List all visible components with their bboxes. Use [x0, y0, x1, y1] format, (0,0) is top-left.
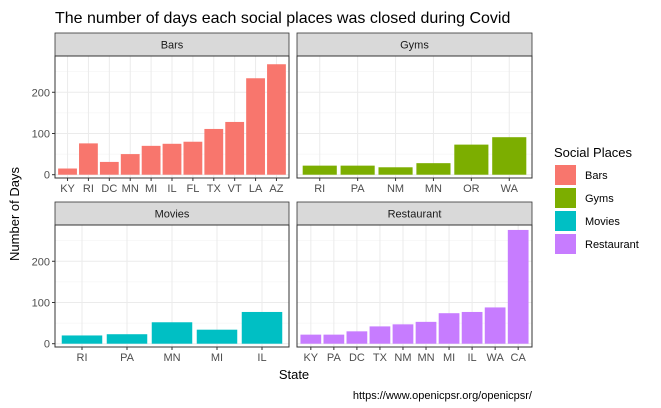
- facet-gyms: Gyms RI PA NM MN OR WA: [296, 32, 533, 195]
- x-tick-label: CA: [511, 352, 527, 364]
- x-tick-label: TX: [207, 183, 222, 195]
- x-tick-label: NM: [394, 352, 411, 364]
- bar-restaurant-tx: [369, 326, 391, 344]
- x-tick-label: MN: [425, 183, 442, 195]
- x-tick-label: RI: [77, 352, 88, 364]
- x-tick-label: MN: [163, 352, 180, 364]
- facet-restaurant: Restaurant KY PA DC TX NM MN MI IL WA CA: [296, 201, 533, 364]
- x-tick-label: LA: [249, 183, 263, 195]
- facet-strip-label: Gyms: [400, 40, 429, 52]
- facet-strip-label: Movies: [155, 209, 190, 221]
- legend-label-restaurant: Restaurant: [585, 239, 639, 251]
- bar-restaurant-mi: [438, 313, 460, 344]
- bar-gyms-mn: [416, 163, 451, 175]
- bar-restaurant-il: [461, 311, 483, 344]
- legend-swatch-movies: [555, 211, 576, 231]
- bar-bars-ky: [58, 168, 77, 175]
- x-tick-label: PA: [327, 352, 342, 364]
- x-tick-label: MI: [145, 183, 157, 195]
- bar-bars-il: [162, 143, 182, 175]
- bar-movies-il: [241, 311, 283, 344]
- x-tick-label: MN: [122, 183, 139, 195]
- legend-label-movies: Movies: [585, 216, 620, 228]
- x-tick-label: FL: [186, 183, 199, 195]
- bar-movies-mi: [196, 329, 238, 344]
- x-tick-label: RI: [314, 183, 325, 195]
- bar-movies-mn: [151, 322, 193, 344]
- bar-gyms-ri: [302, 165, 337, 175]
- y-tick-label: 0: [44, 339, 50, 351]
- x-tick-label: NM: [387, 183, 404, 195]
- bar-bars-fl: [183, 141, 203, 175]
- x-tick-label: RI: [83, 183, 94, 195]
- x-tick-label: VT: [228, 183, 242, 195]
- bar-gyms-pa: [340, 165, 375, 175]
- y-axis-title: Number of Days: [7, 167, 22, 261]
- x-tick-label: MN: [417, 352, 434, 364]
- bar-movies-ri: [61, 335, 103, 344]
- x-tick-label: WA: [501, 183, 519, 195]
- bar-bars-la: [246, 78, 265, 175]
- x-tick-label: MI: [211, 352, 223, 364]
- bar-gyms-wa: [492, 137, 527, 175]
- x-tick-label: PA: [120, 352, 135, 364]
- chart-title: The number of days each social places wa…: [55, 10, 510, 27]
- x-tick-label: KY: [60, 183, 75, 195]
- x-tick-label: OR: [463, 183, 480, 195]
- legend-title: Social Places: [554, 145, 633, 160]
- facet-movies: Movies RI PA MN MI IL 0 100 200: [32, 201, 290, 364]
- caption: https://www.openicpsr.org/openicpsr/: [353, 390, 533, 402]
- bar-restaurant-ca: [507, 229, 529, 344]
- y-tick-label: 200: [32, 87, 50, 99]
- facet-strip-label: Restaurant: [388, 209, 442, 221]
- panel-border: [296, 224, 533, 348]
- facet-strip-label: Bars: [161, 40, 184, 52]
- x-tick-label: DC: [349, 352, 365, 364]
- facet-panels: Bars KY RI DC MN MI IL FL TX VT LA AZ 0 100 200 Gyms RI P…: [32, 32, 533, 364]
- bar-bars-mi: [141, 145, 161, 175]
- bar-restaurant-wa: [484, 307, 506, 344]
- bar-restaurant-mn: [415, 321, 437, 344]
- legend-swatch-restaurant: [555, 234, 576, 254]
- x-tick-label: IL: [167, 183, 176, 195]
- legend-swatch-bars: [555, 165, 576, 185]
- panel-border: [296, 55, 533, 179]
- y-tick-label: 200: [32, 256, 50, 268]
- bar-restaurant-dc: [346, 331, 368, 344]
- x-tick-label: PA: [351, 183, 366, 195]
- x-tick-label: DC: [101, 183, 117, 195]
- x-tick-label: TX: [373, 352, 388, 364]
- x-tick-label: MI: [443, 352, 455, 364]
- x-tick-label: KY: [303, 352, 318, 364]
- bar-gyms-nm: [378, 167, 413, 175]
- bar-bars-vt: [225, 121, 245, 175]
- legend: Social Places Bars Gyms Movies Restaurant: [554, 145, 639, 254]
- bar-bars-mn: [120, 154, 140, 175]
- bar-movies-pa: [106, 334, 148, 344]
- x-tick-label: AZ: [269, 183, 283, 195]
- x-tick-label: IL: [257, 352, 266, 364]
- y-tick-label: 100: [32, 297, 50, 309]
- x-tick-label: WA: [486, 352, 504, 364]
- legend-swatch-gyms: [555, 188, 576, 208]
- bar-bars-tx: [204, 128, 224, 175]
- legend-label-gyms: Gyms: [585, 193, 614, 205]
- y-tick-label: 0: [44, 170, 50, 182]
- bar-bars-dc: [99, 161, 119, 175]
- x-axis-title: State: [279, 367, 309, 382]
- y-tick-label: 100: [32, 128, 50, 140]
- bar-bars-az: [267, 64, 286, 175]
- bar-restaurant-nm: [392, 324, 414, 344]
- bar-restaurant-ky: [300, 334, 322, 344]
- x-tick-label: IL: [468, 352, 477, 364]
- bar-restaurant-pa: [323, 334, 345, 344]
- facet-bars: Bars KY RI DC MN MI IL FL TX VT LA AZ 0 100 200: [32, 32, 290, 195]
- bar-bars-ri: [79, 143, 98, 175]
- legend-label-bars: Bars: [585, 170, 608, 182]
- bar-gyms-or: [454, 144, 489, 175]
